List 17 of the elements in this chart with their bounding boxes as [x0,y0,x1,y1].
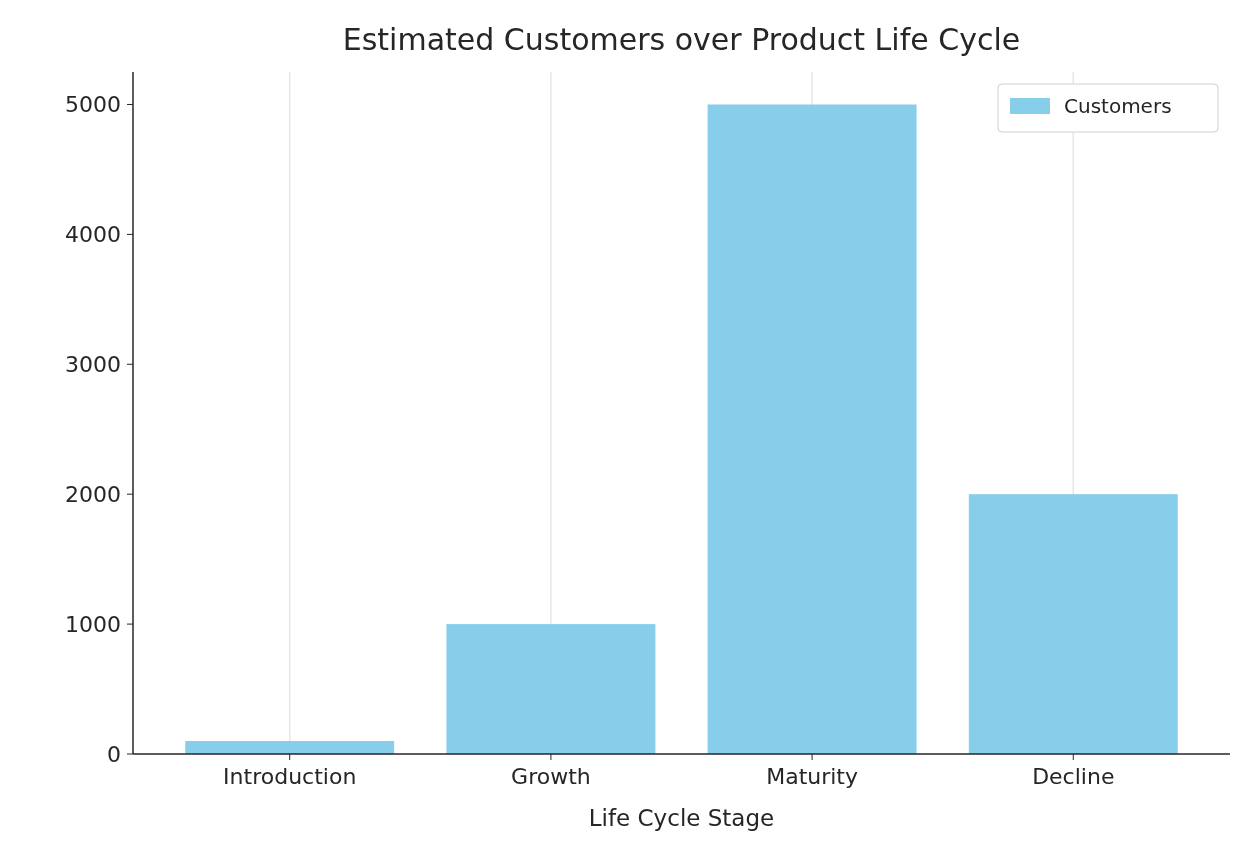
y-tick-label: 3000 [65,351,121,377]
x-tick-label: Growth [511,764,591,789]
y-tick-label: 0 [107,741,121,767]
x-tick-label: Maturity [766,764,859,789]
x-tick-label: Decline [1032,764,1115,789]
chart-title: Estimated Customers over Product Life Cycle [342,22,1021,57]
x-tick-label: Introduction [223,764,357,789]
y-tick-label: 2000 [65,481,121,507]
y-tick-label: 5000 [65,92,121,118]
x-axis-title: Life Cycle Stage [588,805,775,831]
bar [185,741,395,754]
bar [707,104,917,754]
legend-label: Customers [1064,94,1172,118]
y-tick-label: 1000 [65,611,121,637]
bar [968,494,1178,754]
bar [446,624,656,754]
y-tick-label: 4000 [65,222,121,248]
